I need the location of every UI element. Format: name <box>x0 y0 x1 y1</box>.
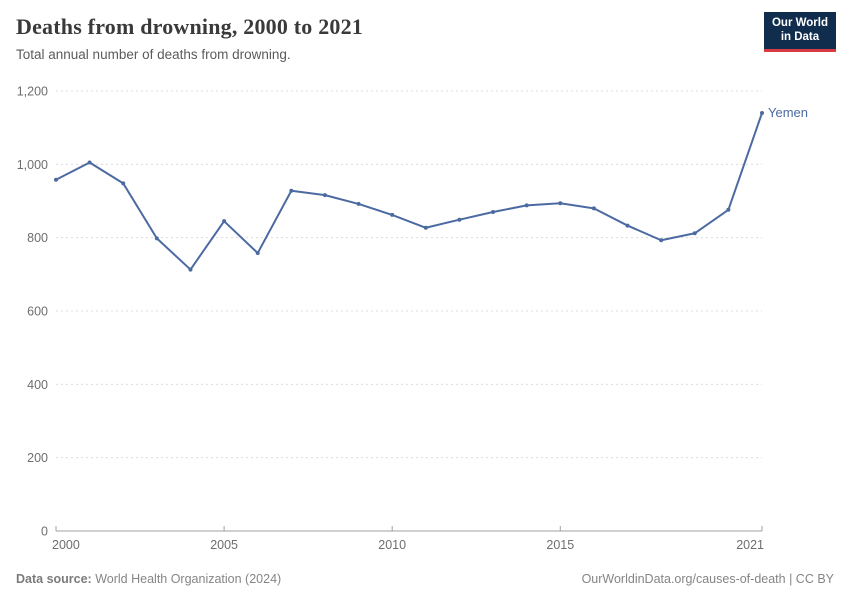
data-point[interactable] <box>524 203 529 208</box>
data-point[interactable] <box>625 223 630 228</box>
line-chart[interactable]: 0 200 400 600 800 1,000 1,200 2000 2005 2010 2015 2… <box>0 80 850 551</box>
x-tick-label: 2005 <box>210 538 238 550</box>
data-point[interactable] <box>760 111 764 115</box>
entity-label[interactable]: Yemen <box>768 105 808 120</box>
data-point[interactable] <box>222 219 227 224</box>
owid-logo[interactable]: Our World in Data <box>763 12 836 52</box>
data-point[interactable] <box>54 177 58 182</box>
owid-logo-line2: in Data <box>780 30 820 43</box>
data-point[interactable] <box>491 210 496 214</box>
x-tick-label: 2010 <box>378 538 406 550</box>
data-point[interactable] <box>423 225 428 230</box>
trend-line[interactable] <box>55 112 763 271</box>
data-point[interactable] <box>87 160 92 165</box>
y-tick-label: 400 <box>27 378 48 392</box>
y-tick-label: 1,000 <box>17 158 48 172</box>
data-point[interactable] <box>659 238 664 243</box>
chart-header: Deaths from drowning, 2000 to 2021 Total… <box>0 0 850 62</box>
y-tick-label: 600 <box>27 305 48 319</box>
data-point[interactable] <box>188 267 193 272</box>
data-point[interactable] <box>558 201 563 206</box>
footer-link[interactable]: OurWorldinData.org/causes-of-death | CC … <box>581 572 834 586</box>
data-point[interactable] <box>322 193 327 198</box>
chart-subtitle: Total annual number of deaths from drown… <box>16 47 291 62</box>
x-tick-label: 2015 <box>546 538 574 550</box>
data-source: Data source: World Health Organization (… <box>16 572 281 586</box>
data-point[interactable] <box>356 201 361 206</box>
data-point[interactable] <box>591 206 596 211</box>
y-tick-label: 800 <box>27 231 48 245</box>
data-point[interactable] <box>726 207 731 212</box>
x-tick-label: 2000 <box>52 538 80 550</box>
y-tick-label: 0 <box>41 525 48 539</box>
data-point[interactable] <box>692 231 697 236</box>
data-point[interactable] <box>121 181 126 186</box>
data-point[interactable] <box>390 212 395 217</box>
data-source-value: World Health Organization (2024) <box>95 572 282 586</box>
data-point[interactable] <box>457 217 462 222</box>
y-tick-label: 200 <box>27 451 48 465</box>
chart-title: Deaths from drowning, 2000 to 2021 <box>16 14 363 39</box>
data-source-label: Data source: <box>16 572 92 586</box>
x-tick-label: 2021 <box>736 538 764 550</box>
data-point[interactable] <box>154 236 159 241</box>
data-point[interactable] <box>289 188 294 193</box>
y-tick-label: 1,200 <box>17 85 48 99</box>
owid-logo-line1: Our World <box>771 17 828 29</box>
data-point[interactable] <box>255 251 260 256</box>
chart-footer: Data source: World Health Organization (… <box>0 572 850 600</box>
